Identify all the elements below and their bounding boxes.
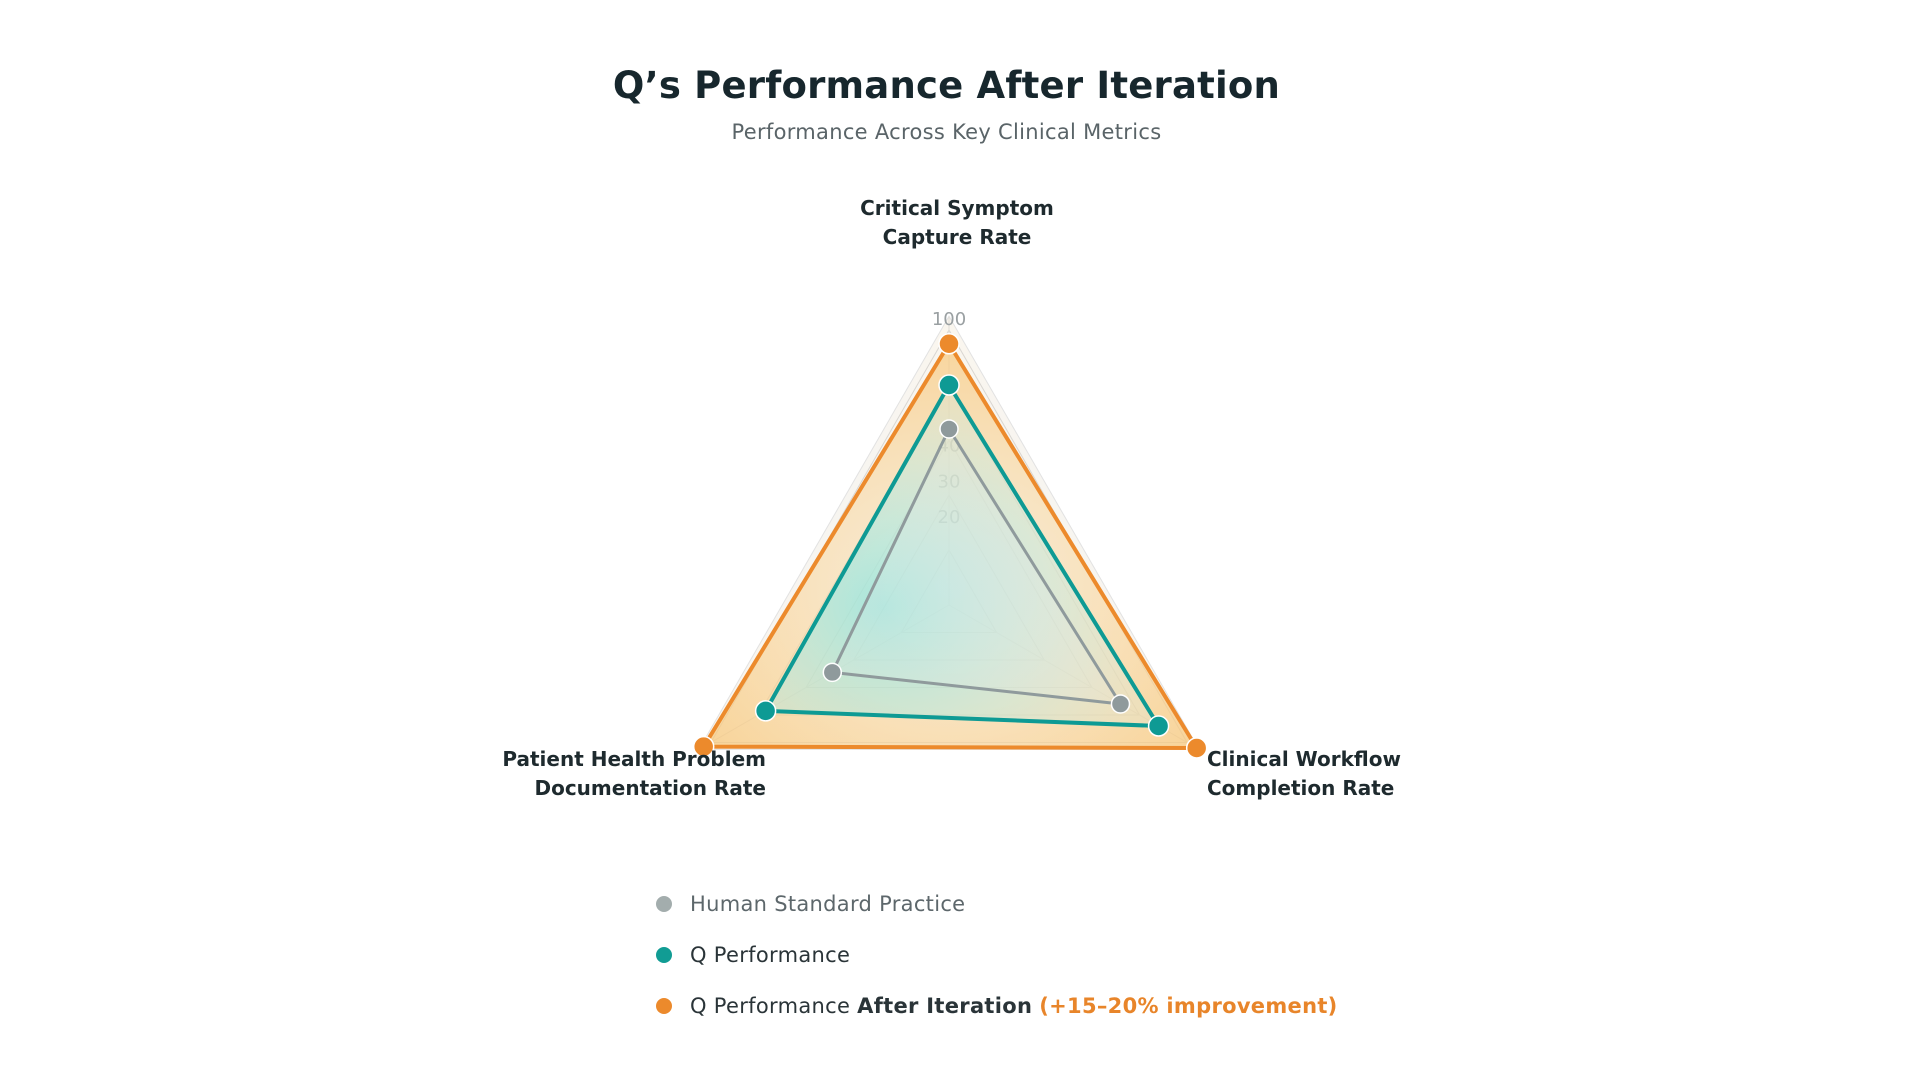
legend-marker-q	[656, 946, 672, 963]
legend-item-q-iteration[interactable]: Q Performance After Iteration (+15–20% i…	[655, 980, 1415, 1031]
axis-label-line: Documentation Rate	[534, 776, 766, 800]
legend-marker-human	[656, 895, 672, 912]
data-point-human	[1110, 694, 1131, 714]
legend-label-improvement: (+15–20% improvement)	[1039, 993, 1338, 1018]
legend-item-human[interactable]: Human Standard Practice	[655, 878, 1415, 929]
axis-label-clinical-workflow: Clinical Workflow Completion Rate	[1207, 745, 1507, 803]
data-point-q	[938, 374, 960, 396]
legend-marker-q-iteration	[656, 997, 672, 1014]
data-point-human	[939, 419, 959, 439]
legend-label-q: Q Performance	[690, 942, 851, 967]
legend-item-q[interactable]: Q Performance	[655, 929, 1415, 980]
chart-subtitle: Performance Across Key Clinical Metrics	[731, 120, 1162, 144]
tick-label: 100	[932, 309, 966, 330]
radar-series	[692, 333, 1208, 759]
axis-label-line: Clinical Workflow	[1207, 747, 1401, 771]
legend-label-q-iteration-bold: After Iteration	[857, 993, 1033, 1018]
axis-label-line: Completion Rate	[1207, 776, 1395, 800]
axis-label-critical-symptom: Critical Symptom Capture Rate	[807, 194, 1107, 252]
axis-label-patient-health: Patient Health Problem Documentation Rat…	[466, 745, 766, 803]
data-point-q	[754, 700, 777, 722]
axis-label-line: Critical Symptom	[860, 196, 1054, 220]
chart-legend: Human Standard Practice Q Performance Q …	[655, 878, 1415, 1031]
series-area-human	[830, 427, 1122, 706]
axis-label-line: Patient Health Problem	[502, 747, 766, 771]
data-point-q	[1147, 715, 1170, 737]
chart-title: Q’s Performance After Iteration	[612, 64, 1281, 107]
legend-label-human: Human Standard Practice	[690, 891, 966, 916]
data-point-q-iteration	[938, 333, 960, 355]
data-point-q-iteration	[1185, 737, 1208, 759]
axis-label-line: Capture Rate	[882, 225, 1032, 249]
legend-label-q-iteration: Q Performance	[690, 993, 851, 1018]
data-point-human	[822, 662, 843, 683]
data-point-q-iteration	[692, 735, 715, 758]
